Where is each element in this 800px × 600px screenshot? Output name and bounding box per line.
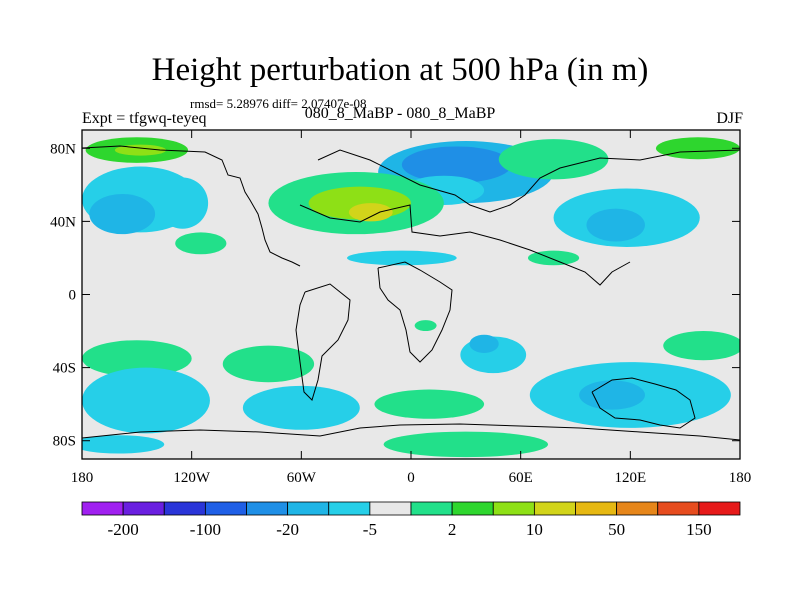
contour-region-22 (242, 385, 360, 430)
contour-regions (82, 137, 740, 458)
x-tick-label-0: 180 (71, 470, 94, 486)
contour-region-13 (655, 137, 740, 160)
x-tick-label-1: 120W (173, 470, 211, 486)
contour-region-12 (114, 144, 167, 156)
colorbar-swatch-1 (122, 501, 165, 516)
colorbar-label-6: 50 (608, 520, 625, 539)
contour-region-6 (586, 208, 645, 242)
colorbar-swatch-5 (287, 501, 330, 516)
coastline-eurasia-north (317, 149, 740, 213)
y-tick-label-1: 40N (50, 214, 76, 230)
colorbar-swatch-2 (163, 501, 206, 516)
contour-region-18 (82, 340, 192, 377)
y-tick-label-2: 0 (69, 288, 77, 304)
contour-region-15 (175, 232, 227, 255)
contour-region-14 (498, 139, 609, 180)
plot-area (81, 129, 741, 460)
colorbar-swatch-14 (657, 501, 700, 516)
season-label: DJF (716, 110, 743, 127)
coastline-north-america (82, 145, 301, 267)
colorbar-swatch-4 (246, 501, 289, 516)
colorbar-label-2: -20 (276, 520, 299, 539)
contour-region-29 (82, 435, 165, 454)
contour-region-20 (663, 331, 740, 361)
contour-region-27 (374, 389, 485, 419)
x-tick-label-5: 120E (614, 470, 646, 486)
colorbar-swatch-0 (81, 501, 124, 516)
coastline-africa (377, 261, 453, 363)
contour-region-24 (579, 380, 645, 410)
comparison-label: 080_8_MaBP - 080_8_MaBP (304, 105, 496, 122)
y-tick-label-0: 80N (50, 141, 76, 157)
colorbar-label-4: 2 (448, 520, 457, 539)
colorbar-swatch-15 (698, 501, 741, 516)
experiment-label: Expt = tfgwq-teyeq (82, 110, 207, 127)
x-tick-label-4: 60E (509, 470, 533, 486)
x-tick-label-2: 60W (287, 470, 317, 486)
contour-region-26 (469, 334, 499, 353)
contour-region-17 (527, 250, 580, 266)
x-axis: 180 120W 60W 0 60E 120E 180 (71, 130, 752, 486)
contour-region-16 (347, 250, 457, 266)
y-tick-label-4: 80S (53, 434, 76, 450)
colorbar-swatch-9 (451, 501, 494, 516)
y-axis: 80N 40N 0 40S 80S (50, 141, 740, 450)
contour-region-30 (414, 320, 437, 332)
colorbar-label-5: 10 (526, 520, 543, 539)
contour-region-1 (401, 146, 512, 184)
x-tick-label-3: 0 (407, 470, 415, 486)
contour-region-10 (348, 203, 393, 222)
colorbar-swatch-8 (410, 501, 453, 516)
x-tick-label-6: 180 (729, 470, 752, 486)
colorbar-label-3: -5 (363, 520, 377, 539)
colorbar-swatch-3 (204, 501, 247, 516)
coastline-eurasia-south (299, 204, 631, 286)
colorbar-label-0: -200 (108, 520, 139, 539)
chart-title: Height perturbation at 500 hPa (in m) (151, 52, 649, 88)
stats-label: rmsd= 5.28976 diff= 2.07407e-08 (190, 96, 367, 111)
coastlines (82, 145, 740, 441)
coastline-australia (591, 377, 696, 429)
colorbar: -200 -100 -20 -5 2 10 50 150 (81, 501, 741, 539)
colorbar-swatch-7 (369, 501, 412, 516)
colorbar-swatch-12 (575, 501, 618, 516)
colorbar-swatch-11 (533, 501, 576, 516)
y-tick-label-3: 40S (53, 361, 76, 377)
contour-region-19 (222, 345, 315, 383)
contour-region-4 (89, 193, 156, 235)
colorbar-swatch-6 (328, 501, 371, 516)
colorbar-label-7: 150 (686, 520, 712, 539)
colorbar-label-1: -100 (190, 520, 221, 539)
coastline-antarctica (82, 423, 740, 441)
contour-region-28 (383, 431, 549, 458)
contour-region-21 (82, 367, 210, 434)
contour-region-7 (156, 177, 209, 229)
coastline-south-america (295, 283, 351, 401)
colorbar-swatch-10 (492, 501, 535, 516)
colorbar-swatch-13 (616, 501, 659, 516)
